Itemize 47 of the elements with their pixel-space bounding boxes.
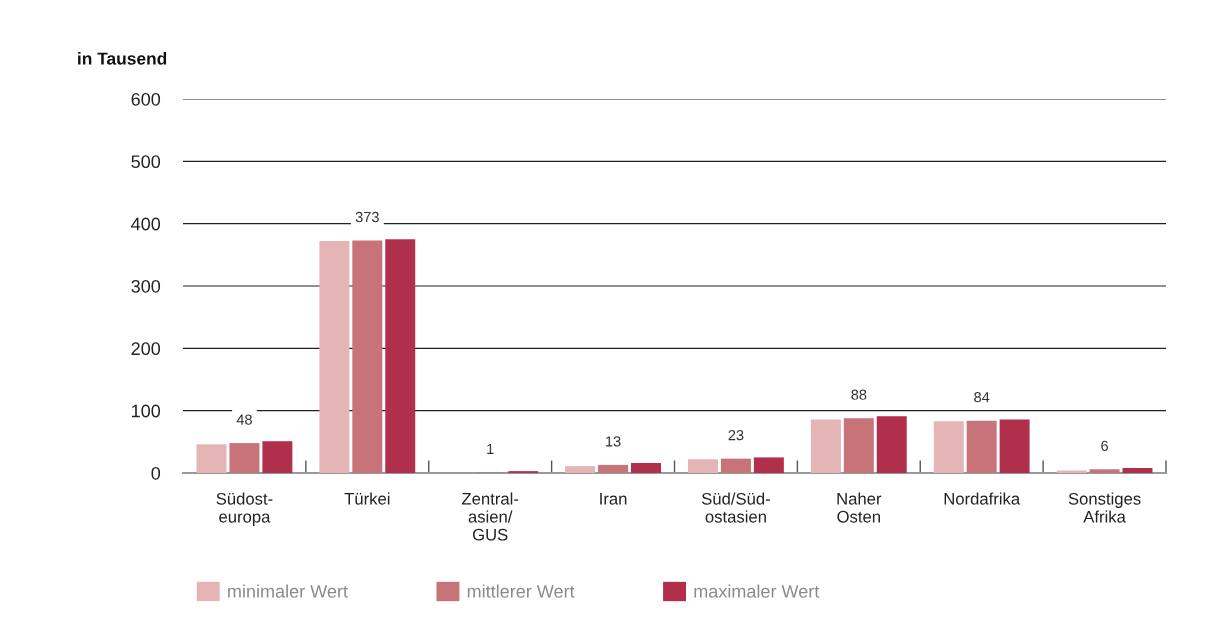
bar [966,420,997,473]
data-label: 13 [606,436,621,447]
y-tick-label: 400 [131,217,161,231]
bar [196,444,227,473]
x-tick-label: Iran [600,493,627,505]
bar [262,441,293,473]
x-tick-label: Sonstiges Afrika [1068,492,1141,523]
bar [720,458,751,473]
data-label: 6 [1101,440,1108,451]
y-tick-label: 600 [131,92,161,106]
data-label: 23 [728,430,744,441]
legend-label: mittlerer Wert [467,584,575,598]
x-tick-label: Naher Osten [837,492,882,523]
bar [1089,469,1120,473]
bar [753,457,784,473]
y-tick-label: 500 [131,155,161,169]
legend-label: maximaler Wert [694,584,820,598]
bar [999,419,1030,473]
y-axis-title: in Tausend [78,52,167,65]
x-tick-label: Nordafrika [944,492,1021,505]
bar [843,418,874,473]
x-tick-label: Zentral- asien/ GUS [462,492,519,541]
bar [598,464,629,473]
data-label: 48 [236,414,252,425]
bar [229,443,260,473]
x-tick-label: Süd/Süd- ostasien [701,492,770,523]
data-label: 84 [974,392,990,403]
bar [631,463,661,473]
bar [876,416,907,473]
bar [933,421,964,473]
legend-label: minimaler Wert [228,584,348,598]
bar [565,466,596,473]
x-tick-label: Südost- europa [216,492,273,526]
y-tick-label: 200 [131,342,161,356]
x-tick-label: Türkei [344,492,390,505]
bar [319,241,350,473]
bar [688,459,718,473]
data-label: 88 [851,389,867,400]
y-tick-label: 0 [151,466,161,480]
bar [385,239,416,473]
y-tick-label: 300 [131,279,161,293]
y-tick-label: 100 [132,404,161,418]
bar [1122,468,1153,473]
data-label: 373 [355,211,379,223]
data-label: 1 [487,443,494,454]
bar [352,240,383,473]
bar [810,419,841,473]
